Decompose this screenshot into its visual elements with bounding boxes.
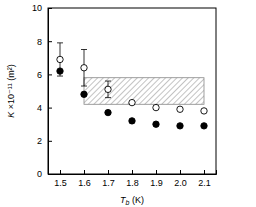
error-cap bbox=[81, 86, 87, 87]
series bbox=[57, 43, 207, 114]
point bbox=[81, 65, 87, 71]
tick-label: 2 bbox=[37, 136, 42, 146]
data-layer bbox=[57, 43, 207, 129]
tick: 4 bbox=[37, 103, 52, 113]
tick-label: 1.9 bbox=[150, 178, 163, 188]
point bbox=[177, 106, 183, 112]
tick-label: 8 bbox=[37, 37, 42, 47]
tick-mark bbox=[48, 141, 52, 142]
point bbox=[105, 86, 111, 92]
tick-mark bbox=[108, 170, 109, 174]
tick-label: 2.0 bbox=[174, 178, 187, 188]
tick-mark bbox=[60, 170, 61, 174]
tick: 10 bbox=[32, 3, 52, 13]
tick-label: 0 bbox=[37, 169, 42, 179]
tick: 2.1 bbox=[198, 170, 211, 188]
error-cap bbox=[57, 76, 63, 77]
tick: 2 bbox=[37, 136, 52, 146]
error-bar bbox=[105, 81, 111, 98]
tick-mark bbox=[48, 74, 52, 75]
tick: 6 bbox=[37, 70, 52, 80]
tick-label: 6 bbox=[37, 70, 42, 80]
tick-mark bbox=[48, 108, 52, 109]
tick: 0 bbox=[37, 169, 52, 179]
point bbox=[57, 68, 63, 74]
tick: 1.5 bbox=[54, 170, 67, 188]
tick: 1.6 bbox=[78, 170, 91, 188]
point bbox=[129, 118, 135, 124]
point bbox=[57, 56, 63, 62]
y-axis: 0 2 4 6 8 10 bbox=[32, 3, 52, 179]
tick-label: 4 bbox=[37, 103, 42, 113]
tick-mark bbox=[48, 41, 52, 42]
axis-line bbox=[49, 170, 217, 175]
band bbox=[84, 78, 204, 105]
error-bar bbox=[81, 50, 87, 87]
point bbox=[153, 104, 159, 110]
tick-mark bbox=[48, 8, 52, 9]
tick-mark bbox=[132, 170, 133, 174]
error-cap bbox=[105, 97, 111, 98]
chart: 1.5 1.6 1.7 1.8 1.9 2.0 2.1 0 2 4 6 8 10 Tb (K) K ×10⁻… bbox=[0, 0, 256, 207]
y-axis-title: K ×10⁻¹¹ (m²) bbox=[6, 64, 16, 118]
error-cap bbox=[81, 49, 87, 50]
tick-mark bbox=[180, 170, 181, 174]
point bbox=[129, 99, 135, 105]
tick: 1.9 bbox=[150, 170, 163, 188]
error-bar bbox=[57, 43, 63, 76]
point bbox=[201, 108, 207, 114]
tick: 8 bbox=[37, 37, 52, 47]
point bbox=[201, 123, 207, 129]
point bbox=[105, 109, 111, 115]
point bbox=[81, 91, 87, 97]
error-cap bbox=[105, 81, 111, 82]
tick-label: 1.5 bbox=[54, 178, 67, 188]
tick-mark bbox=[204, 170, 205, 174]
tick-mark bbox=[156, 170, 157, 174]
x-axis-title: Tb (K) bbox=[120, 195, 144, 206]
tick-label: 1.8 bbox=[126, 178, 139, 188]
point bbox=[153, 121, 159, 127]
tick-mark bbox=[84, 170, 85, 174]
tick-label: 1.6 bbox=[78, 178, 91, 188]
axis-line bbox=[49, 9, 53, 175]
tick-mark bbox=[48, 174, 52, 175]
plot-frame bbox=[48, 8, 216, 174]
tick: 1.8 bbox=[126, 170, 139, 188]
tick-label: 2.1 bbox=[198, 178, 211, 188]
tick-label: 1.7 bbox=[102, 178, 115, 188]
tick: 1.7 bbox=[102, 170, 115, 188]
x-axis: 1.5 1.6 1.7 1.8 1.9 2.0 2.1 bbox=[49, 170, 217, 188]
plot: 1.5 1.6 1.7 1.8 1.9 2.0 2.1 0 2 4 6 8 10 bbox=[32, 3, 217, 188]
tick-label: 10 bbox=[32, 3, 42, 13]
error-cap bbox=[57, 42, 63, 43]
tick: 2.0 bbox=[174, 170, 187, 188]
point bbox=[177, 123, 183, 129]
series bbox=[57, 68, 207, 129]
